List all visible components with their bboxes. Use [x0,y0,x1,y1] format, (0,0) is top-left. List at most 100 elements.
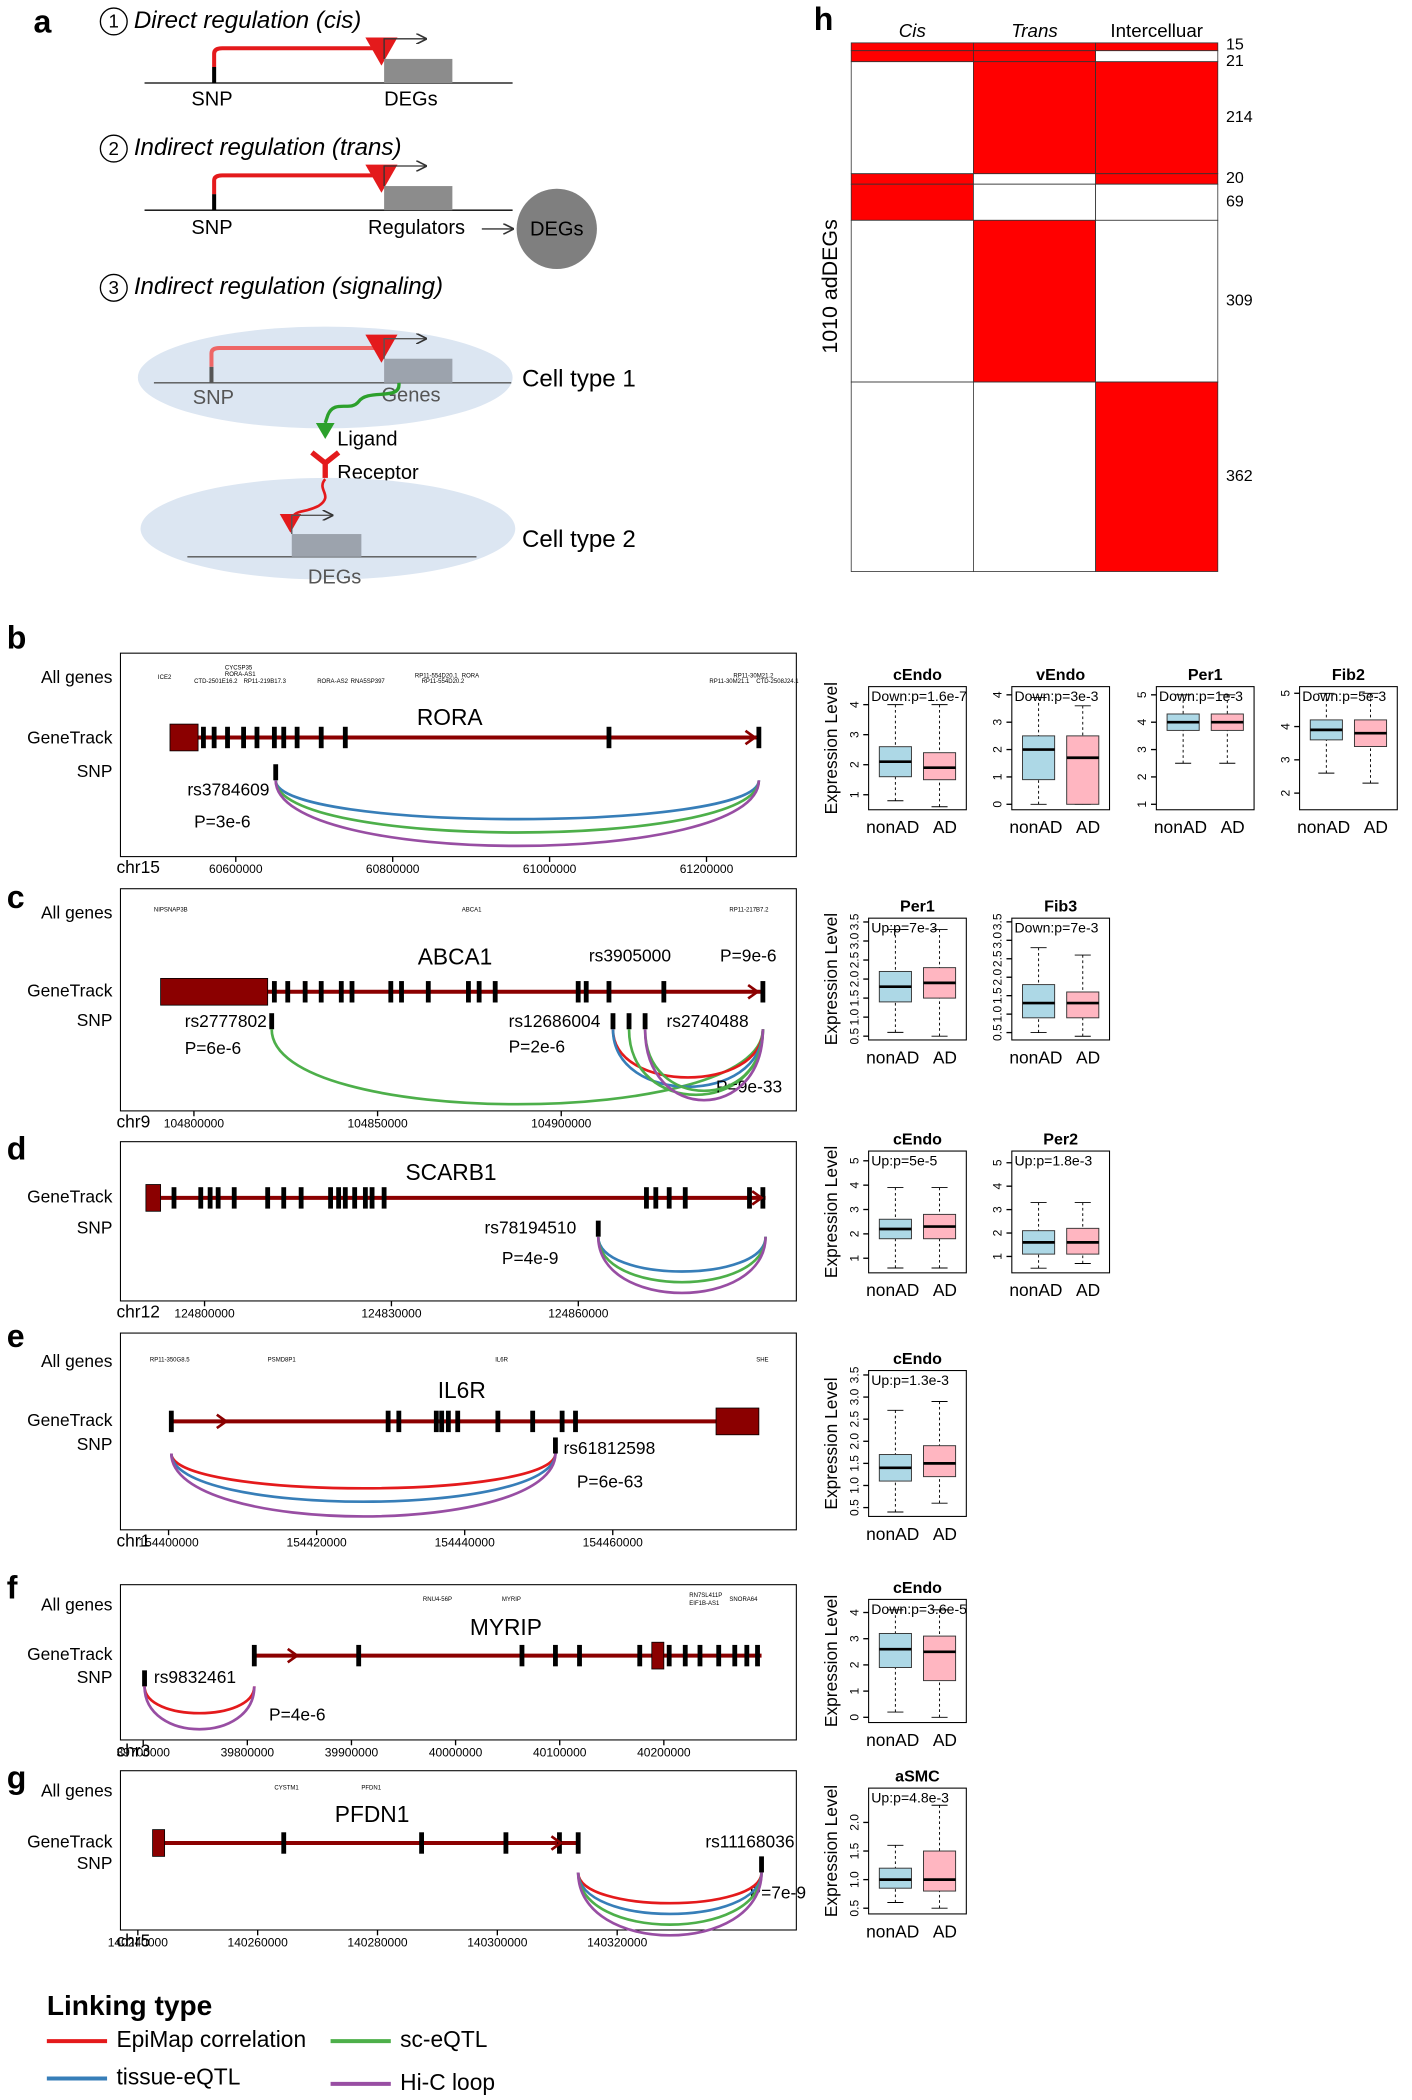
degs-circle [516,188,597,270]
group-label: AD [1076,1280,1100,1300]
cell-type-label: Cell type 1 [522,365,636,392]
boxplot-ylabel: Expression Level [821,682,841,814]
exon [207,1187,213,1209]
number-circle [99,134,128,163]
y-tick-label: 2.5 [991,950,1005,967]
gene-block [160,977,269,1006]
group-label: AD [933,1280,957,1300]
heatmap-cell [1095,381,1219,572]
y-tick-label: 5 [1278,690,1292,697]
exon [476,981,482,1003]
snp-mark [759,1856,764,1873]
boxplot-frame [868,686,967,811]
link-arc [274,780,761,848]
gene-block [169,723,199,752]
boxplot-stat: Up:p=1.8e-3 [1014,1152,1092,1168]
snp-id: rs61812598 [563,1438,655,1458]
gene-annotation: RP11-30M21.2 [733,674,774,680]
strand-arrow [216,1413,229,1430]
y-tick-label: 1.0 [847,1477,861,1494]
exon [666,1187,672,1209]
gene-annotation: RN7SL411P [689,1593,722,1599]
panel-letter: f [7,1570,18,1606]
snp-mark [269,1013,275,1030]
link-arc [643,1029,765,1092]
exon [744,1644,750,1667]
exon [653,1187,659,1209]
gene-annotation: RP11-217B7.2 [729,908,769,914]
link-arc [274,779,761,821]
row-label: GeneTrack [27,727,113,747]
y-tick-label: 5 [991,1159,1005,1166]
exon [747,1187,752,1209]
row-count: 69 [1226,192,1244,210]
exon [338,981,344,1003]
x-tick-label: 60800000 [366,862,420,876]
exon [254,726,260,749]
link-arc [169,1453,557,1518]
row-label: SNP [77,1667,113,1687]
boxplot-frame [1011,686,1111,811]
degs-label: DEGs [530,219,584,241]
snp-pvalue: P=6e-6 [185,1038,242,1058]
x-tick-label: 124830000 [361,1307,422,1321]
snp-pvalue: P=7e-9 [749,1882,806,1902]
x-tick-label: 40000000 [429,1746,483,1760]
link-arc [576,1872,763,1905]
y-tick-label: 1 [991,1253,1005,1260]
gene-annotation: CTD-2501E16.2 [194,679,238,685]
x-tick-label: 124860000 [548,1307,609,1321]
y-tick-label: 4 [847,1609,861,1616]
row-count: 309 [1226,291,1253,309]
heatmap-cell [1095,219,1219,383]
cell-2 [140,477,516,580]
exon [215,1187,221,1209]
gene-annotation: RP11-350G8.5 [150,1357,190,1363]
boxplot-title: vEndo [1036,666,1085,684]
link-arc [169,1453,557,1490]
gene-box [384,58,453,84]
box [1066,735,1100,805]
x-tick-label: 39700000 [116,1746,170,1760]
x-tick-label: 124800000 [174,1307,235,1321]
y-tick-label: 1 [1135,801,1149,808]
row-label: GeneTrack [27,1186,113,1206]
y-tick-label: 2 [847,1661,861,1668]
x-tick-label: 39800000 [221,1746,275,1760]
snp-pvalue: P=2e-6 [509,1037,566,1057]
gene-annotation: SNORA64 [729,1597,758,1603]
row-label: All genes [41,1781,113,1801]
boxplot-frame [1299,686,1398,811]
y-tick-label: 1.5 [991,987,1005,1004]
y-tick-label: 4 [991,691,1005,698]
heatmap-cell [850,381,974,572]
exon [241,726,246,749]
row-label: GeneTrack [27,1410,113,1430]
snp-id: rs3905000 [589,946,671,966]
y-tick-label: 2 [991,746,1005,753]
boxplot-frame [1155,686,1255,811]
snp-pvalue: P=6e-63 [577,1472,643,1492]
heatmap-cell [850,183,974,221]
y-tick-label: 2.0 [847,970,861,987]
heatmap-cell [850,219,974,383]
group-label: nonAD [866,1921,919,1941]
boxplot-title: Per1 [900,898,935,916]
chromosome-label: chr1 [116,1530,150,1550]
boxplot-title: Per2 [1043,1131,1078,1149]
boxplot-stat: Up:p=7e-3 [871,920,937,936]
row-label: All genes [41,667,113,687]
snp-id: rs3784609 [187,780,269,800]
heatmap-cell [973,173,1097,185]
box [923,1635,957,1682]
y-tick-label: 1.0 [847,1871,861,1888]
exon [559,1410,565,1433]
snp-id: rs12686004 [509,1011,601,1031]
box [923,1445,957,1478]
link-arc [596,1236,767,1273]
exon [294,726,300,749]
y-tick-label: 0.5 [991,1024,1005,1041]
link-arc [274,780,761,834]
exon [342,726,348,749]
